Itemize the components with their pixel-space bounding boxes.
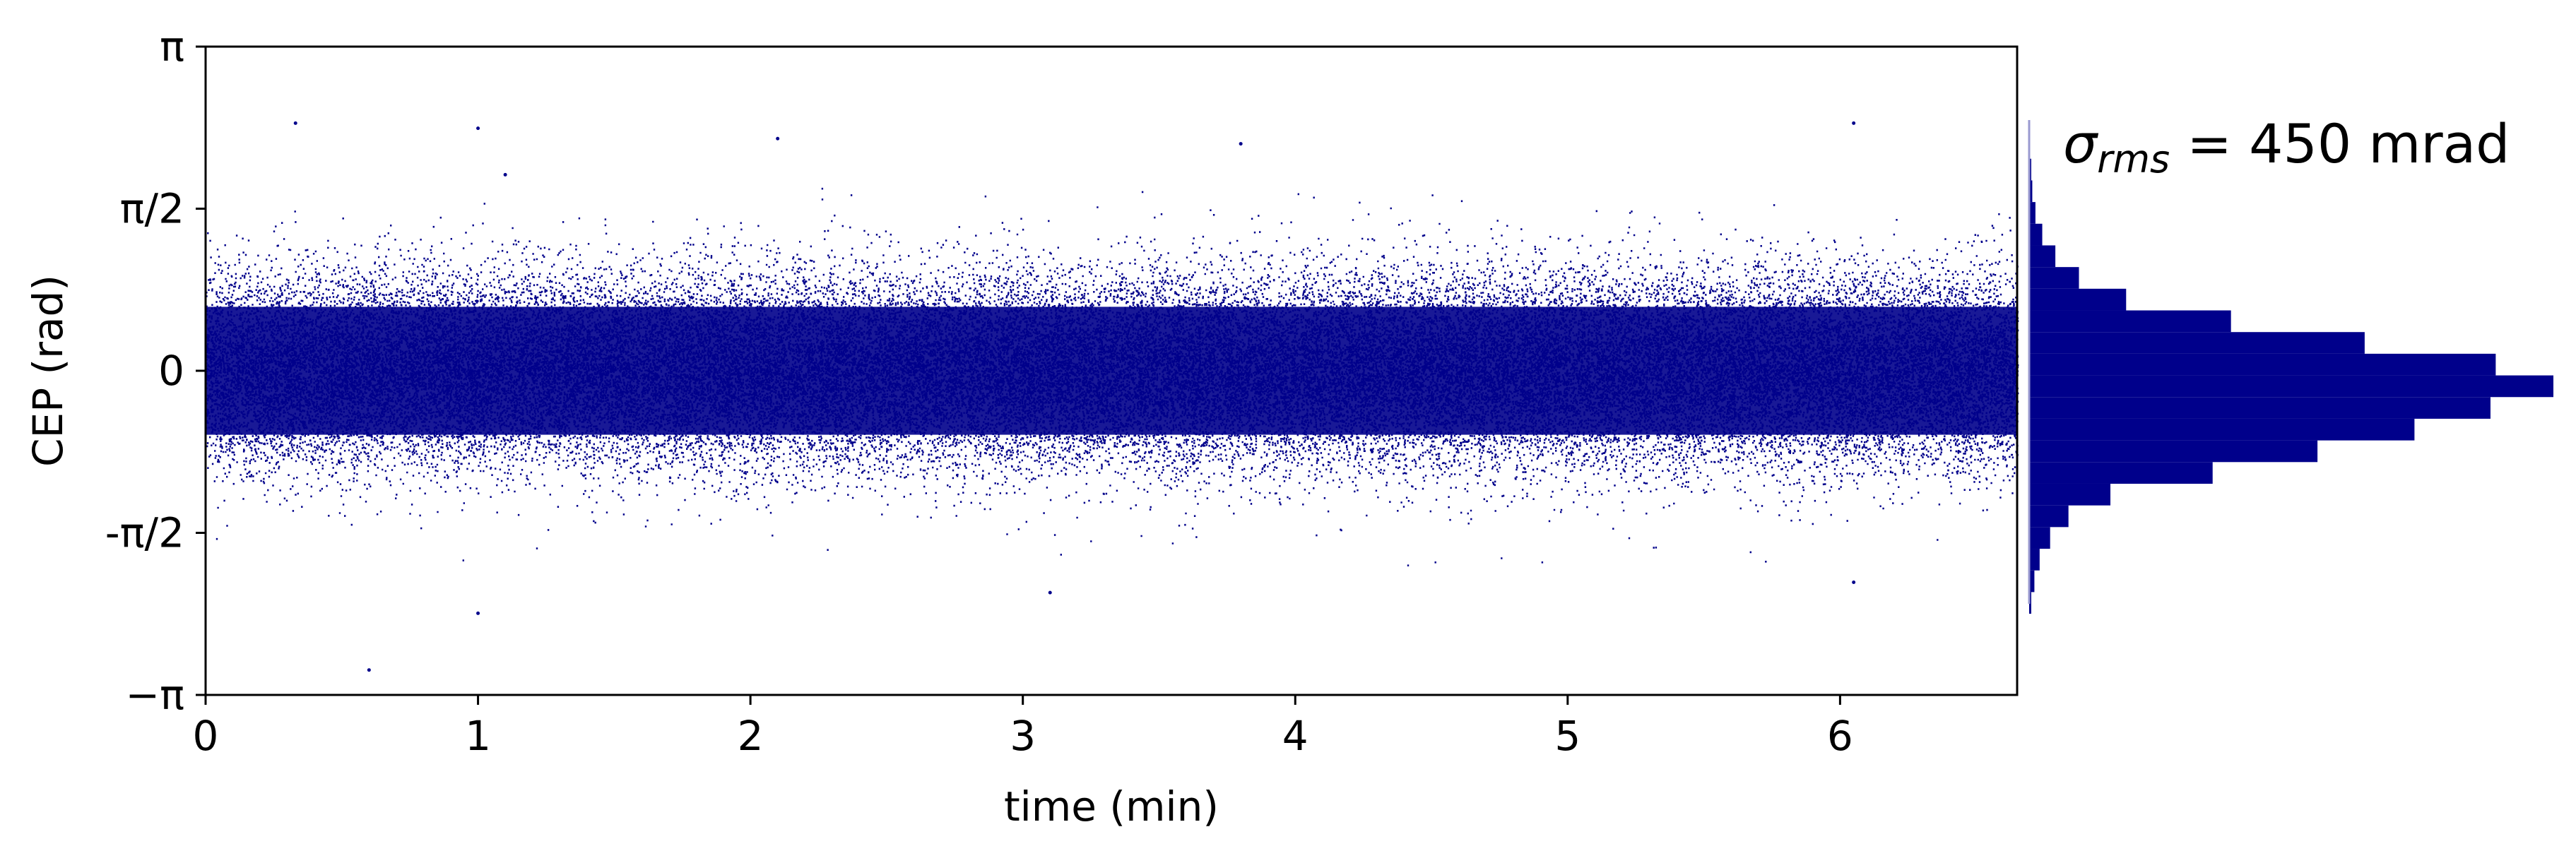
y-tick-label: -π/2 [105,509,184,557]
histogram-bar [2029,288,2127,311]
outlier-point [1852,581,1856,585]
x-tick-label: 5 [1554,712,1581,760]
histogram-bar [2029,353,2496,376]
y-axis-title: CEP (rad) [24,275,72,467]
scatter-points [206,187,2019,566]
outlier-point [476,611,480,615]
y-tick-label: π [160,23,184,71]
outlier-point [476,126,480,131]
histogram-bar [2029,180,2033,203]
outlier-point [776,136,780,141]
histogram-bar [2029,505,2069,528]
x-tick-label: 4 [1282,712,1308,760]
x-tick-label: 0 [193,712,219,760]
outlier-point [1239,142,1243,146]
histogram-bar [2029,527,2050,549]
sigma-value: 450 mrad [2249,112,2510,175]
histogram-bar [2029,245,2056,268]
histogram-bar [2029,549,2040,571]
x-tick-label: 2 [738,712,764,760]
histogram-bar [2029,202,2036,224]
y-tick-label: π/2 [120,184,184,232]
y-tick-label: −π [125,671,184,719]
histogram-bar [2029,570,2035,593]
outlier-point [1048,590,1052,595]
histogram-bar [2029,310,2231,333]
scatter-panel: 0 1 2 3 4 5 6 −π -π/2 0 π/2 π time (min) CEP (rad) [24,23,2019,831]
sigma-subscript: rms [2097,137,2170,181]
y-axis-ticks: −π -π/2 0 π/2 π [105,23,206,719]
histogram-bar [2029,223,2043,246]
outlier-point [503,172,507,177]
x-tick-label: 6 [1827,712,1853,760]
scatter-dense-core [206,307,2017,435]
outlier-point [367,668,371,672]
histogram-bar [2029,332,2365,354]
x-tick-label: 1 [465,712,491,760]
x-axis-ticks: 0 1 2 3 4 5 6 [193,695,1853,760]
x-tick-label: 3 [1010,712,1036,760]
equals-sign: = [2170,112,2249,175]
histogram-bar [2029,483,2111,506]
outlier-point [1852,121,1856,125]
outlier-points [293,121,1856,672]
x-axis-title: time (min) [1004,782,1219,831]
histogram-bar [2029,267,2079,289]
histogram-bar [2029,462,2213,484]
histogram-bar [2029,397,2491,419]
histogram-bars [2029,158,2553,614]
sigma-rms-annotation: σrms = 450 mrad [2063,112,2510,181]
histogram-bar [2029,375,2553,398]
histogram-bar [2029,440,2318,463]
histogram-panel [2028,120,2553,614]
sigma-symbol: σ [2063,112,2099,175]
histogram-bar [2029,418,2415,441]
outlier-point [293,121,297,125]
y-tick-label: 0 [158,347,184,395]
